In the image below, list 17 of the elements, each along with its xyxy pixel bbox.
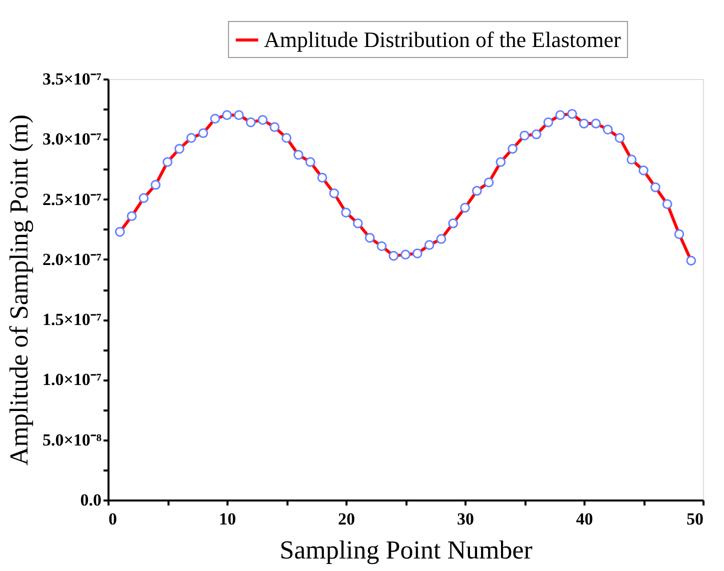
- y-tick-label: 0.0: [80, 490, 102, 510]
- y-tick-label: 3.5×10⁻⁷: [42, 70, 102, 88]
- x-tick-label: 10: [219, 510, 236, 528]
- y-tick-label: 1.0×10⁻⁷: [42, 370, 102, 390]
- x-tick-label: 40: [576, 510, 593, 528]
- x-axis-title: Sampling Point Number: [280, 536, 533, 564]
- y-tick-label: 2.5×10⁻⁷: [42, 190, 102, 209]
- y-tick-label: 1.5×10⁻⁷: [42, 310, 102, 330]
- x-tick-label: 0: [108, 510, 117, 528]
- y-tick-label: 5.0×10⁻⁸: [42, 430, 102, 450]
- y-tick-label: 2.0×10⁻⁷: [42, 250, 102, 269]
- y-axis-title: Amplitude of Sampling Point (m): [4, 114, 34, 466]
- x-tick-label: 50: [686, 510, 704, 528]
- x-tick-label: 20: [338, 510, 355, 528]
- y-tick-label: 3.0×10⁻⁷: [42, 130, 102, 149]
- x-tick-label: 30: [457, 510, 474, 528]
- legend-label: Amplitude Distribution of the Elastomer: [264, 27, 622, 52]
